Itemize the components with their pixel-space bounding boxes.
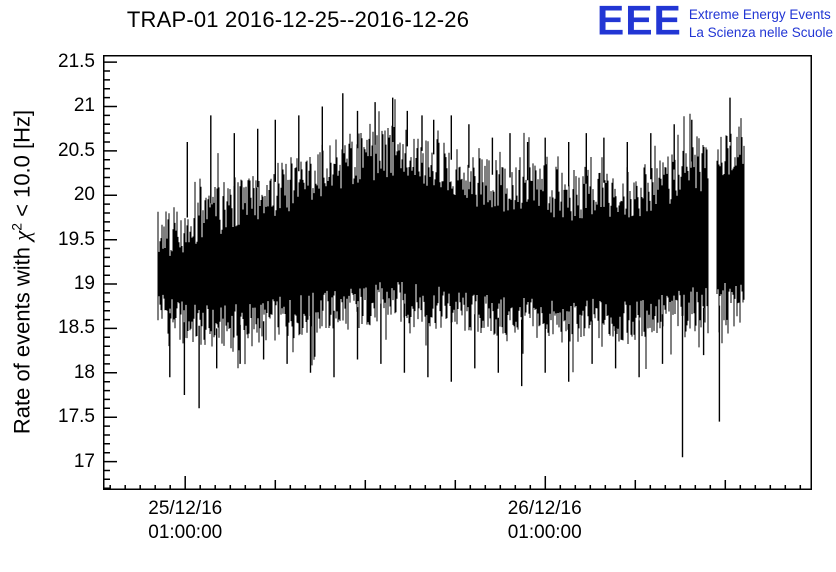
series-spikes — [169, 93, 731, 458]
plot-area — [103, 55, 812, 490]
y-tick-label: 20.5 — [58, 139, 95, 161]
axis-ticks — [103, 61, 802, 490]
y-tick-label: 18.5 — [58, 317, 95, 339]
rate-timeseries-svg — [103, 55, 812, 490]
y-tick-label: 21 — [73, 95, 95, 117]
y-tick-label: 17 — [73, 450, 95, 472]
y-tick-label: 17.5 — [58, 406, 95, 428]
y-tick-label: 20 — [73, 184, 95, 206]
series-columns — [157, 99, 745, 373]
x-tick-label: 25/12/16 01:00:00 — [148, 498, 223, 543]
eee-logo-line2: La Scienza nelle Scuole — [688, 25, 833, 41]
eee-logo-acronym: EEE — [596, 0, 682, 44]
plot-frame — [103, 55, 812, 490]
eee-logo-line1: Extreme Energy Events — [688, 7, 831, 22]
eee-logo: EEE Extreme Energy Events La Scienza nel… — [596, 0, 833, 44]
chart-title: TRAP-01 2016-12-25--2016-12-26 — [126, 7, 470, 32]
x-tick-label: 26/12/16 01:00:00 — [507, 498, 582, 543]
y-tick-label: 21.5 — [58, 51, 95, 73]
y-tick-label: 19.5 — [58, 228, 95, 250]
y-tick-label: 19 — [73, 273, 95, 295]
y-tick-label: 18 — [73, 361, 95, 383]
eee-logo-text: Extreme Energy Events La Scienza nelle S… — [689, 4, 833, 42]
